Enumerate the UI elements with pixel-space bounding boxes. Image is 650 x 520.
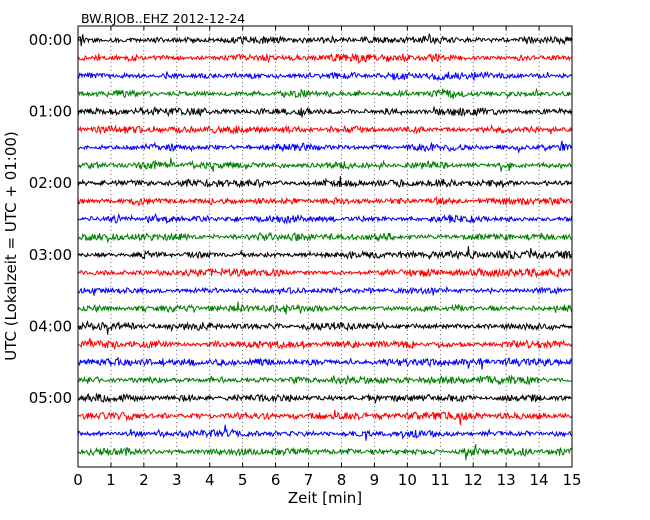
seismic-trace	[77, 123, 573, 136]
seismic-trace	[77, 231, 572, 244]
y-tick-label: 02:00	[29, 174, 72, 192]
x-tick-label: 13	[497, 471, 516, 489]
seismic-trace	[77, 246, 572, 261]
x-tick-label: 11	[431, 471, 450, 489]
seismic-trace	[77, 32, 573, 47]
plot-title: BW.RJOB..EHZ 2012-12-24	[81, 11, 245, 26]
seismic-trace	[77, 409, 573, 425]
plot-area	[78, 26, 572, 467]
y-tick-label: 01:00	[29, 103, 72, 121]
x-tick-label: 14	[530, 471, 549, 489]
seismic-traces	[77, 32, 573, 461]
x-tick-label: 8	[337, 471, 347, 489]
grid-lines	[110, 26, 540, 467]
x-tick-label: 4	[205, 471, 215, 489]
seismic-trace	[77, 356, 573, 370]
y-tick-label: 00:00	[29, 31, 72, 49]
x-axis-ticks: 0 1 2 3 4 5 6 7 8 9 10 11 12 13 14 15	[73, 26, 582, 489]
seismic-trace	[77, 195, 573, 207]
x-axis-title: Zeit [min]	[288, 489, 362, 507]
x-tick-label: 10	[398, 471, 417, 489]
x-tick-label: 3	[172, 471, 182, 489]
seismic-trace	[77, 424, 573, 441]
seismic-trace	[77, 285, 573, 296]
seismic-trace	[77, 52, 572, 65]
seismic-trace	[77, 320, 573, 335]
seismic-trace	[77, 157, 572, 172]
seismic-trace	[77, 212, 573, 225]
y-tick-label: 05:00	[29, 389, 72, 407]
seismic-trace	[77, 301, 573, 315]
x-tick-label: 6	[271, 471, 281, 489]
seismic-trace	[77, 337, 573, 351]
x-tick-label: 1	[106, 471, 116, 489]
y-tick-label: 03:00	[29, 246, 72, 264]
seismic-trace	[77, 444, 572, 461]
x-tick-label: 15	[562, 471, 581, 489]
seismic-trace	[77, 105, 573, 118]
x-tick-label: 5	[238, 471, 248, 489]
x-tick-label: 0	[73, 471, 83, 489]
seismic-trace	[77, 374, 572, 386]
seismic-trace	[77, 267, 573, 279]
seismic-trace	[77, 392, 572, 405]
y-axis-title: UTC (Lokalzeit = UTC + 01:00)	[2, 131, 20, 361]
x-tick-label: 7	[304, 471, 314, 489]
seismic-trace	[77, 140, 573, 155]
y-tick-label: 04:00	[29, 317, 72, 335]
plot-frame	[77, 25, 573, 468]
seismic-trace	[77, 176, 572, 189]
x-tick-label: 9	[370, 471, 380, 489]
seismic-trace	[77, 87, 572, 100]
seismic-trace	[77, 70, 573, 82]
x-tick-label: 2	[139, 471, 149, 489]
x-tick-label: 12	[464, 471, 483, 489]
y-axis-ticks: 00:00 01:00 02:00 03:00 04:00 05:00	[29, 31, 572, 407]
